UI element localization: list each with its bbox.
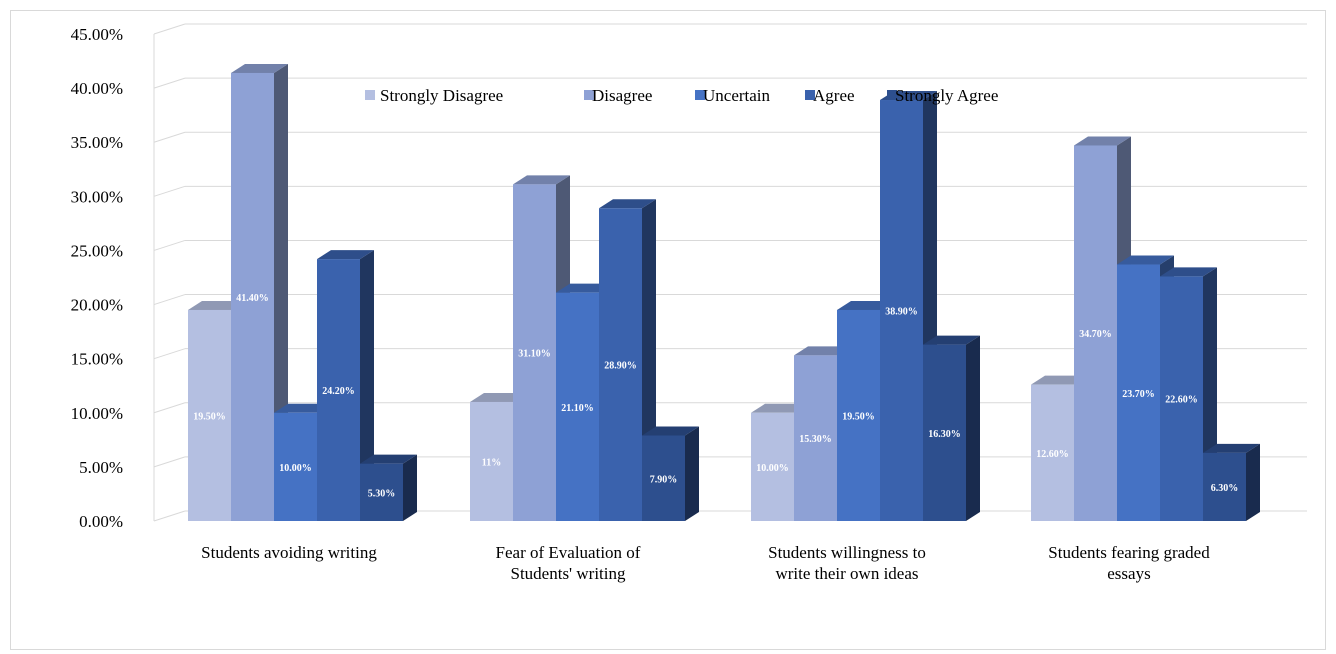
bar xyxy=(317,250,374,521)
y-tick-label: 10.00% xyxy=(71,404,123,423)
data-label: 34.70% xyxy=(1079,329,1112,340)
gridline-wall xyxy=(153,185,186,197)
gridline-wall xyxy=(153,77,186,89)
data-label: 10.00% xyxy=(756,463,789,474)
legend-label: Disagree xyxy=(592,86,652,105)
data-label: 28.90% xyxy=(604,361,637,372)
chart: 0.00% 5.00% 10.00% 15.00% 20.00% 25.00% 30.00%… xyxy=(71,23,1307,583)
data-label: 24.20% xyxy=(322,386,355,397)
category-label: write their own ideas xyxy=(775,564,918,583)
gridline-wall xyxy=(153,23,186,35)
gridline-wall xyxy=(153,294,186,306)
data-label: 7.90% xyxy=(650,474,678,485)
y-tick-label: 20.00% xyxy=(71,296,123,315)
data-label: 16.30% xyxy=(928,429,961,440)
legend-swatch xyxy=(584,90,594,100)
data-label: 6.30% xyxy=(1211,483,1239,494)
category-label: Students willingness to xyxy=(768,543,926,562)
category-label: Students' writing xyxy=(511,564,626,583)
data-label: 41.40% xyxy=(236,293,269,304)
data-label: 21.10% xyxy=(561,403,594,414)
y-tick-label: 25.00% xyxy=(71,241,123,260)
gridline-wall xyxy=(153,456,186,468)
bar xyxy=(642,426,699,521)
legend-swatch xyxy=(365,90,375,100)
chart-frame: 0.00% 5.00% 10.00% 15.00% 20.00% 25.00% 30.00%… xyxy=(10,10,1326,650)
data-label: 31.10% xyxy=(518,349,551,360)
legend-label: Agree xyxy=(813,86,855,105)
data-label: 12.60% xyxy=(1036,449,1069,460)
y-tick-label: 5.00% xyxy=(79,458,123,477)
bar xyxy=(360,454,417,521)
legend-label: Uncertain xyxy=(703,86,771,105)
gridline-wall xyxy=(153,131,186,143)
y-tick-label: 30.00% xyxy=(71,187,123,206)
category-label: Fear of Evaluation of xyxy=(496,543,641,562)
data-label: 15.30% xyxy=(799,434,832,445)
legend-label: Strongly Agree xyxy=(895,86,998,105)
gridline-wall xyxy=(153,510,186,522)
bar xyxy=(1203,443,1260,521)
legend-swatch xyxy=(887,90,897,100)
legend-label: Strongly Disagree xyxy=(380,86,503,105)
gridline-wall xyxy=(153,239,186,251)
gridline-wall xyxy=(153,402,186,414)
y-tick-label: 0.00% xyxy=(79,512,123,531)
data-label: 19.50% xyxy=(193,411,226,422)
legend-swatch xyxy=(695,90,705,100)
data-label: 22.60% xyxy=(1165,395,1198,406)
gridline-wall xyxy=(153,348,186,360)
category-labels: Students avoiding writing Fear of Evaluat… xyxy=(201,543,1210,583)
y-tick-label: 45.00% xyxy=(71,25,123,44)
y-tick-label: 35.00% xyxy=(71,133,123,152)
legend: Strongly Disagree Disagree Uncertain Agree S… xyxy=(365,86,998,105)
category-label: essays xyxy=(1107,564,1150,583)
category-label: Students fearing graded xyxy=(1048,543,1210,562)
bars xyxy=(188,63,1260,522)
y-axis-ticks: 0.00% 5.00% 10.00% 15.00% 20.00% 25.00% 30.00%… xyxy=(71,25,123,531)
y-tick-label: 15.00% xyxy=(71,350,123,369)
data-label: 11% xyxy=(482,457,501,468)
bar xyxy=(923,335,980,521)
data-labels: 19.50% 11% 10.00% 12.60% 41.40% 31.10% 15.30% 3… xyxy=(193,293,1238,499)
data-label: 23.70% xyxy=(1122,389,1155,400)
data-label: 19.50% xyxy=(842,411,875,422)
y-tick-label: 40.00% xyxy=(71,79,123,98)
legend-swatch xyxy=(805,90,815,100)
data-label: 10.00% xyxy=(279,463,312,474)
category-label: Students avoiding writing xyxy=(201,543,377,562)
data-label: 5.30% xyxy=(368,488,396,499)
data-label: 38.90% xyxy=(885,307,918,318)
